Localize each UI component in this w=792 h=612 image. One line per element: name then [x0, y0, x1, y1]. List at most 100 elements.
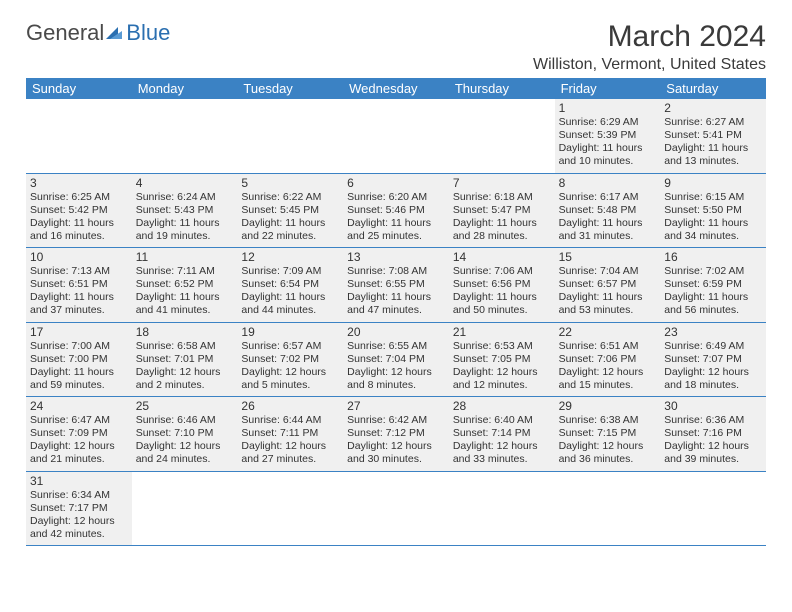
- day-number: 29: [559, 399, 657, 413]
- day-ss: Sunset: 7:12 PM: [347, 427, 445, 440]
- weekday-thursday: Thursday: [449, 78, 555, 99]
- day-d1: Daylight: 11 hours: [30, 217, 128, 230]
- day-d2: and 36 minutes.: [559, 453, 657, 466]
- day-ss: Sunset: 6:52 PM: [136, 278, 234, 291]
- day-ss: Sunset: 5:48 PM: [559, 204, 657, 217]
- day-d2: and 10 minutes.: [559, 155, 657, 168]
- day-cell: 10Sunrise: 7:13 AMSunset: 6:51 PMDayligh…: [26, 248, 132, 322]
- day-sr: Sunrise: 6:29 AM: [559, 116, 657, 129]
- day-d1: Daylight: 11 hours: [559, 142, 657, 155]
- day-ss: Sunset: 7:06 PM: [559, 353, 657, 366]
- weekday-friday: Friday: [555, 78, 661, 99]
- day-cell: 28Sunrise: 6:40 AMSunset: 7:14 PMDayligh…: [449, 397, 555, 471]
- day-number: 24: [30, 399, 128, 413]
- day-cell: 20Sunrise: 6:55 AMSunset: 7:04 PMDayligh…: [343, 323, 449, 397]
- day-d2: and 5 minutes.: [241, 379, 339, 392]
- day-sr: Sunrise: 6:40 AM: [453, 414, 551, 427]
- day-d1: Daylight: 11 hours: [136, 291, 234, 304]
- day-d1: Daylight: 12 hours: [559, 366, 657, 379]
- day-ss: Sunset: 7:16 PM: [664, 427, 762, 440]
- day-ss: Sunset: 6:56 PM: [453, 278, 551, 291]
- day-sr: Sunrise: 6:42 AM: [347, 414, 445, 427]
- day-d1: Daylight: 12 hours: [136, 366, 234, 379]
- day-cell: [237, 99, 343, 173]
- day-ss: Sunset: 7:02 PM: [241, 353, 339, 366]
- day-cell: 24Sunrise: 6:47 AMSunset: 7:09 PMDayligh…: [26, 397, 132, 471]
- day-cell: 4Sunrise: 6:24 AMSunset: 5:43 PMDaylight…: [132, 174, 238, 248]
- day-ss: Sunset: 7:05 PM: [453, 353, 551, 366]
- day-cell: 6Sunrise: 6:20 AMSunset: 5:46 PMDaylight…: [343, 174, 449, 248]
- logo-sail-icon: [104, 25, 124, 41]
- calendar: SundayMondayTuesdayWednesdayThursdayFrid…: [26, 78, 766, 546]
- day-d1: Daylight: 11 hours: [347, 217, 445, 230]
- day-d1: Daylight: 12 hours: [241, 440, 339, 453]
- day-ss: Sunset: 6:55 PM: [347, 278, 445, 291]
- day-ss: Sunset: 7:14 PM: [453, 427, 551, 440]
- day-number: 9: [664, 176, 762, 190]
- day-d2: and 50 minutes.: [453, 304, 551, 317]
- day-d1: Daylight: 12 hours: [559, 440, 657, 453]
- day-d1: Daylight: 11 hours: [241, 217, 339, 230]
- day-cell: [449, 472, 555, 546]
- day-d2: and 47 minutes.: [347, 304, 445, 317]
- day-d1: Daylight: 11 hours: [136, 217, 234, 230]
- day-cell: 14Sunrise: 7:06 AMSunset: 6:56 PMDayligh…: [449, 248, 555, 322]
- day-cell: 27Sunrise: 6:42 AMSunset: 7:12 PMDayligh…: [343, 397, 449, 471]
- day-cell: 7Sunrise: 6:18 AMSunset: 5:47 PMDaylight…: [449, 174, 555, 248]
- day-cell: 11Sunrise: 7:11 AMSunset: 6:52 PMDayligh…: [132, 248, 238, 322]
- day-d1: Daylight: 12 hours: [664, 440, 762, 453]
- day-sr: Sunrise: 6:57 AM: [241, 340, 339, 353]
- day-d1: Daylight: 12 hours: [453, 440, 551, 453]
- day-d1: Daylight: 11 hours: [664, 217, 762, 230]
- day-d2: and 25 minutes.: [347, 230, 445, 243]
- day-number: 13: [347, 250, 445, 264]
- week-row: 10Sunrise: 7:13 AMSunset: 6:51 PMDayligh…: [26, 248, 766, 323]
- weekday-header-row: SundayMondayTuesdayWednesdayThursdayFrid…: [26, 78, 766, 99]
- day-cell: 25Sunrise: 6:46 AMSunset: 7:10 PMDayligh…: [132, 397, 238, 471]
- day-cell: 3Sunrise: 6:25 AMSunset: 5:42 PMDaylight…: [26, 174, 132, 248]
- day-sr: Sunrise: 6:38 AM: [559, 414, 657, 427]
- day-number: 14: [453, 250, 551, 264]
- day-sr: Sunrise: 7:11 AM: [136, 265, 234, 278]
- day-sr: Sunrise: 6:36 AM: [664, 414, 762, 427]
- day-sr: Sunrise: 6:24 AM: [136, 191, 234, 204]
- day-sr: Sunrise: 7:09 AM: [241, 265, 339, 278]
- day-d2: and 39 minutes.: [664, 453, 762, 466]
- day-cell: 17Sunrise: 7:00 AMSunset: 7:00 PMDayligh…: [26, 323, 132, 397]
- day-sr: Sunrise: 6:25 AM: [30, 191, 128, 204]
- day-d1: Daylight: 12 hours: [453, 366, 551, 379]
- day-cell: [343, 99, 449, 173]
- day-d1: Daylight: 12 hours: [347, 440, 445, 453]
- day-ss: Sunset: 5:46 PM: [347, 204, 445, 217]
- day-d1: Daylight: 12 hours: [30, 515, 128, 528]
- day-number: 28: [453, 399, 551, 413]
- day-d1: Daylight: 11 hours: [664, 291, 762, 304]
- day-cell: [132, 472, 238, 546]
- day-d1: Daylight: 12 hours: [30, 440, 128, 453]
- day-d2: and 16 minutes.: [30, 230, 128, 243]
- day-number: 22: [559, 325, 657, 339]
- day-ss: Sunset: 7:11 PM: [241, 427, 339, 440]
- day-number: 2: [664, 101, 762, 115]
- day-sr: Sunrise: 7:00 AM: [30, 340, 128, 353]
- day-d2: and 27 minutes.: [241, 453, 339, 466]
- day-sr: Sunrise: 6:47 AM: [30, 414, 128, 427]
- day-d2: and 53 minutes.: [559, 304, 657, 317]
- day-number: 23: [664, 325, 762, 339]
- day-sr: Sunrise: 6:17 AM: [559, 191, 657, 204]
- day-d2: and 24 minutes.: [136, 453, 234, 466]
- day-ss: Sunset: 7:07 PM: [664, 353, 762, 366]
- day-ss: Sunset: 6:57 PM: [559, 278, 657, 291]
- week-row: 17Sunrise: 7:00 AMSunset: 7:00 PMDayligh…: [26, 323, 766, 398]
- day-d1: Daylight: 12 hours: [664, 366, 762, 379]
- day-d1: Daylight: 11 hours: [559, 217, 657, 230]
- week-row: 24Sunrise: 6:47 AMSunset: 7:09 PMDayligh…: [26, 397, 766, 472]
- day-ss: Sunset: 6:59 PM: [664, 278, 762, 291]
- day-d1: Daylight: 11 hours: [453, 217, 551, 230]
- page-header: General Blue March 2024 Williston, Vermo…: [26, 20, 766, 74]
- day-cell: 21Sunrise: 6:53 AMSunset: 7:05 PMDayligh…: [449, 323, 555, 397]
- day-d2: and 31 minutes.: [559, 230, 657, 243]
- day-ss: Sunset: 6:51 PM: [30, 278, 128, 291]
- day-sr: Sunrise: 6:44 AM: [241, 414, 339, 427]
- day-d2: and 34 minutes.: [664, 230, 762, 243]
